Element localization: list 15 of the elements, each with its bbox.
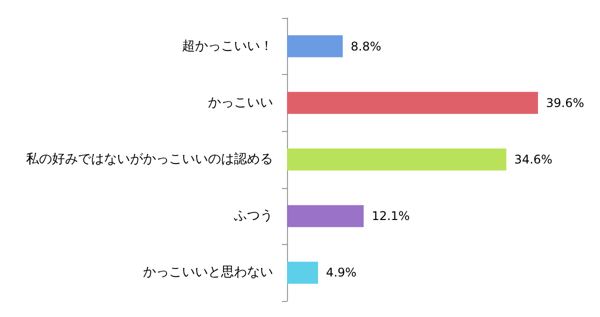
data-label: 39.6% <box>546 96 584 110</box>
bar <box>287 35 343 58</box>
bar <box>287 262 318 284</box>
data-label: 4.9% <box>326 266 357 280</box>
y-tick-label: かっこいいと思わない <box>143 265 273 280</box>
bar <box>287 205 364 228</box>
bar <box>287 92 538 114</box>
y-tick-label: ふつう <box>233 208 273 224</box>
bar <box>287 148 506 170</box>
data-label: 12.1% <box>372 209 410 224</box>
y-tick-label: かっこいい <box>208 95 273 110</box>
y-tick-label: 超かっこいい！ <box>182 38 273 54</box>
y-tick-label: 私の好みではないがかっこいいのは認める <box>26 152 273 167</box>
data-label: 8.8% <box>350 39 382 54</box>
data-label: 34.6% <box>514 152 552 166</box>
